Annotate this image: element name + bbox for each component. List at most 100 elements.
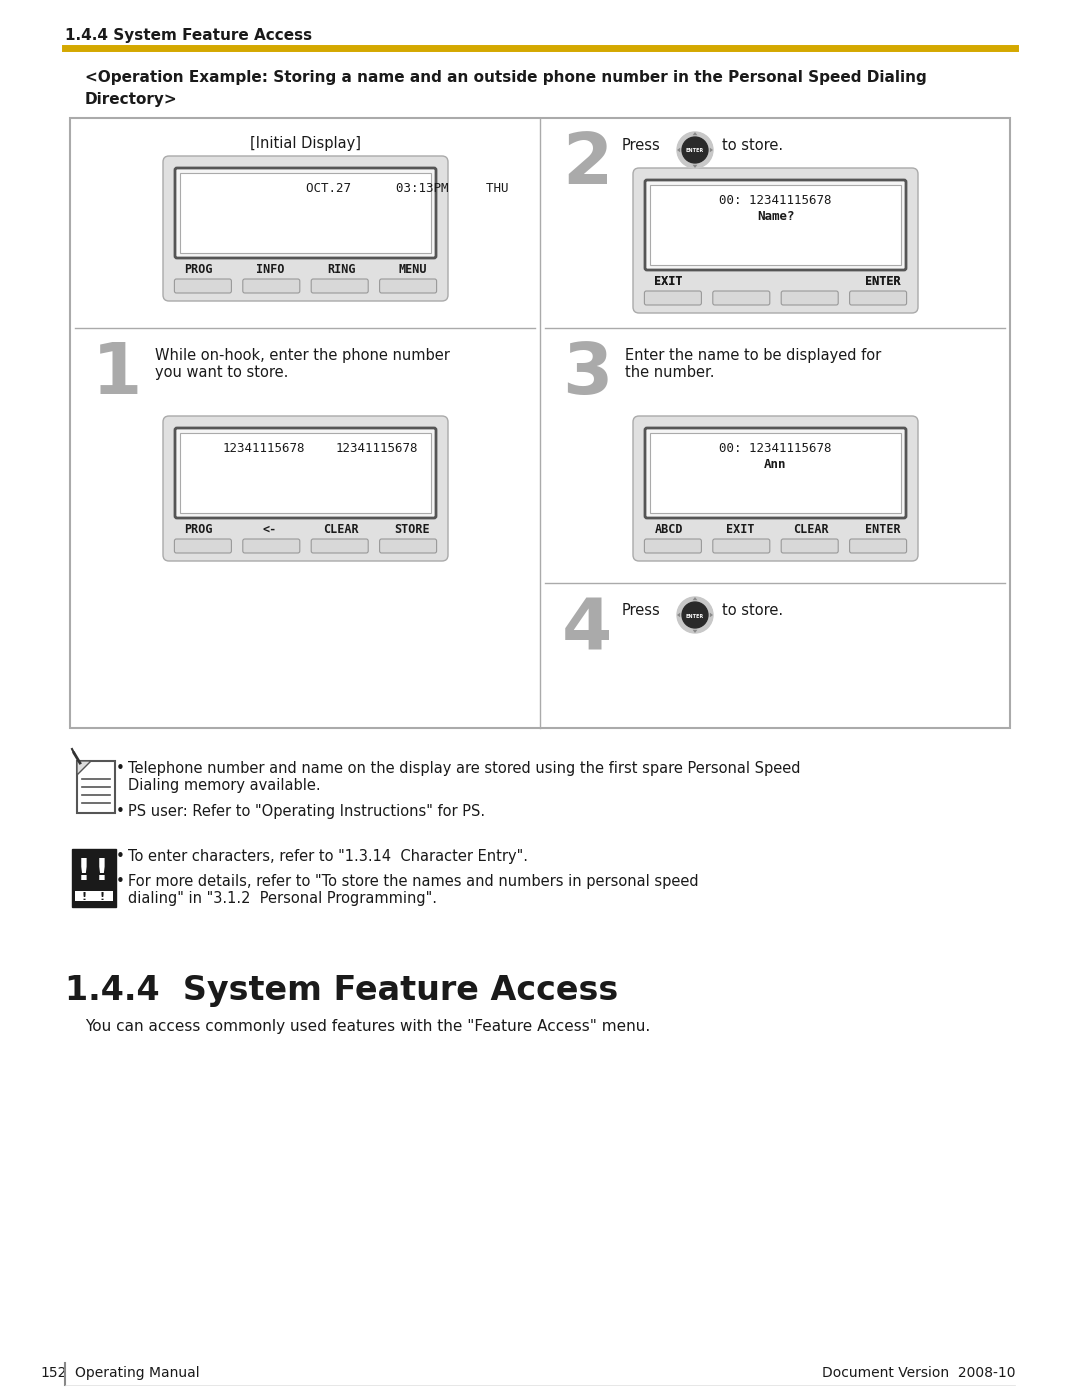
Text: Document Version  2008-10: Document Version 2008-10 — [822, 1366, 1015, 1380]
Polygon shape — [692, 133, 698, 136]
Text: For more details, refer to "To store the names and numbers in personal speed
dia: For more details, refer to "To store the… — [129, 875, 699, 907]
FancyBboxPatch shape — [175, 168, 436, 258]
Text: •: • — [116, 805, 125, 819]
Text: Directory>: Directory> — [85, 92, 177, 108]
FancyBboxPatch shape — [311, 279, 368, 293]
Polygon shape — [710, 148, 713, 152]
Polygon shape — [692, 597, 698, 601]
Text: <Operation Example: Storing a name and an outside phone number in the Personal S: <Operation Example: Storing a name and a… — [85, 70, 927, 85]
Text: •: • — [116, 849, 125, 863]
FancyBboxPatch shape — [174, 279, 231, 293]
Text: PROG: PROG — [185, 263, 213, 277]
Bar — [650, 433, 901, 513]
Text: EXIT: EXIT — [654, 275, 683, 288]
Polygon shape — [677, 613, 680, 617]
Polygon shape — [77, 761, 91, 775]
Text: 1.4.4 System Feature Access: 1.4.4 System Feature Access — [65, 28, 312, 43]
FancyBboxPatch shape — [379, 539, 436, 553]
Bar — [75, 891, 113, 901]
FancyBboxPatch shape — [311, 539, 368, 553]
Text: Telephone number and name on the display are stored using the first spare Person: Telephone number and name on the display… — [129, 761, 800, 793]
FancyBboxPatch shape — [243, 539, 300, 553]
Text: PROG: PROG — [185, 522, 213, 536]
Bar — [180, 433, 431, 513]
Text: EXIT: EXIT — [726, 522, 754, 536]
Text: !: ! — [99, 893, 105, 902]
Text: STORE: STORE — [394, 522, 430, 536]
Text: to store.: to store. — [723, 138, 783, 154]
FancyBboxPatch shape — [645, 180, 906, 270]
FancyBboxPatch shape — [850, 291, 906, 305]
Text: ENTER: ENTER — [865, 275, 901, 288]
Text: 12341115678: 12341115678 — [222, 441, 306, 455]
Text: Operating Manual: Operating Manual — [75, 1366, 200, 1380]
Text: 4: 4 — [562, 595, 612, 664]
FancyBboxPatch shape — [163, 156, 448, 300]
Text: •: • — [116, 875, 125, 888]
Text: MENU: MENU — [399, 263, 427, 277]
Text: CLEAR: CLEAR — [794, 522, 829, 536]
Text: !: ! — [95, 856, 109, 886]
FancyBboxPatch shape — [174, 539, 231, 553]
FancyBboxPatch shape — [850, 539, 906, 553]
Text: 12341115678: 12341115678 — [336, 441, 418, 455]
Polygon shape — [692, 630, 698, 633]
Text: Press: Press — [622, 138, 661, 154]
Text: 2: 2 — [562, 130, 612, 198]
Text: 152: 152 — [40, 1366, 66, 1380]
Text: While on-hook, enter the phone number
you want to store.: While on-hook, enter the phone number yo… — [156, 348, 450, 380]
Text: 00: 12341115678: 00: 12341115678 — [719, 194, 832, 207]
Text: INFO: INFO — [256, 263, 284, 277]
Text: 00: 12341115678: 00: 12341115678 — [719, 441, 832, 455]
FancyBboxPatch shape — [645, 291, 701, 305]
Text: ENTER: ENTER — [686, 148, 704, 154]
Text: You can access commonly used features with the "Feature Access" menu.: You can access commonly used features wi… — [85, 1018, 650, 1034]
FancyBboxPatch shape — [163, 416, 448, 562]
Text: !: ! — [81, 893, 86, 902]
FancyBboxPatch shape — [781, 291, 838, 305]
Bar — [77, 761, 114, 813]
FancyBboxPatch shape — [713, 539, 770, 553]
Circle shape — [677, 131, 713, 168]
Bar — [70, 117, 1010, 728]
Text: <-: <- — [262, 522, 276, 536]
FancyBboxPatch shape — [645, 539, 701, 553]
Bar — [72, 849, 116, 907]
FancyBboxPatch shape — [633, 168, 918, 313]
Text: To enter characters, refer to "1.3.14  Character Entry".: To enter characters, refer to "1.3.14 Ch… — [129, 849, 528, 863]
Text: OCT.27      03:13PM     THU: OCT.27 03:13PM THU — [306, 182, 508, 196]
FancyBboxPatch shape — [645, 427, 906, 518]
Text: 1: 1 — [92, 339, 143, 409]
Text: ENTER: ENTER — [865, 522, 901, 536]
Bar — [650, 184, 901, 265]
Text: PS user: Refer to "Operating Instructions" for PS.: PS user: Refer to "Operating Instruction… — [129, 805, 485, 819]
Polygon shape — [710, 613, 713, 617]
Text: Enter the name to be displayed for
the number.: Enter the name to be displayed for the n… — [625, 348, 881, 380]
Text: EXIT: EXIT — [653, 275, 683, 288]
Bar — [180, 173, 431, 253]
Text: 1.4.4  System Feature Access: 1.4.4 System Feature Access — [65, 974, 618, 1007]
Text: Press: Press — [622, 604, 661, 617]
Polygon shape — [677, 148, 680, 152]
FancyBboxPatch shape — [633, 416, 918, 562]
Text: to store.: to store. — [723, 604, 783, 617]
Polygon shape — [692, 165, 698, 168]
Circle shape — [683, 602, 708, 629]
Text: Name?: Name? — [757, 210, 794, 224]
Text: ABCD: ABCD — [654, 522, 683, 536]
Text: Ann: Ann — [765, 458, 786, 471]
Text: ENTER: ENTER — [865, 275, 901, 288]
Text: RING: RING — [327, 263, 355, 277]
Text: !: ! — [77, 856, 91, 886]
FancyBboxPatch shape — [713, 291, 770, 305]
Text: ENTER: ENTER — [686, 613, 704, 619]
FancyBboxPatch shape — [379, 279, 436, 293]
Circle shape — [683, 137, 708, 163]
Text: 3: 3 — [562, 339, 612, 409]
Circle shape — [677, 597, 713, 633]
Text: CLEAR: CLEAR — [323, 522, 359, 536]
FancyBboxPatch shape — [781, 539, 838, 553]
Text: •: • — [116, 761, 125, 775]
FancyBboxPatch shape — [243, 279, 300, 293]
Text: [Initial Display]: [Initial Display] — [249, 136, 361, 151]
